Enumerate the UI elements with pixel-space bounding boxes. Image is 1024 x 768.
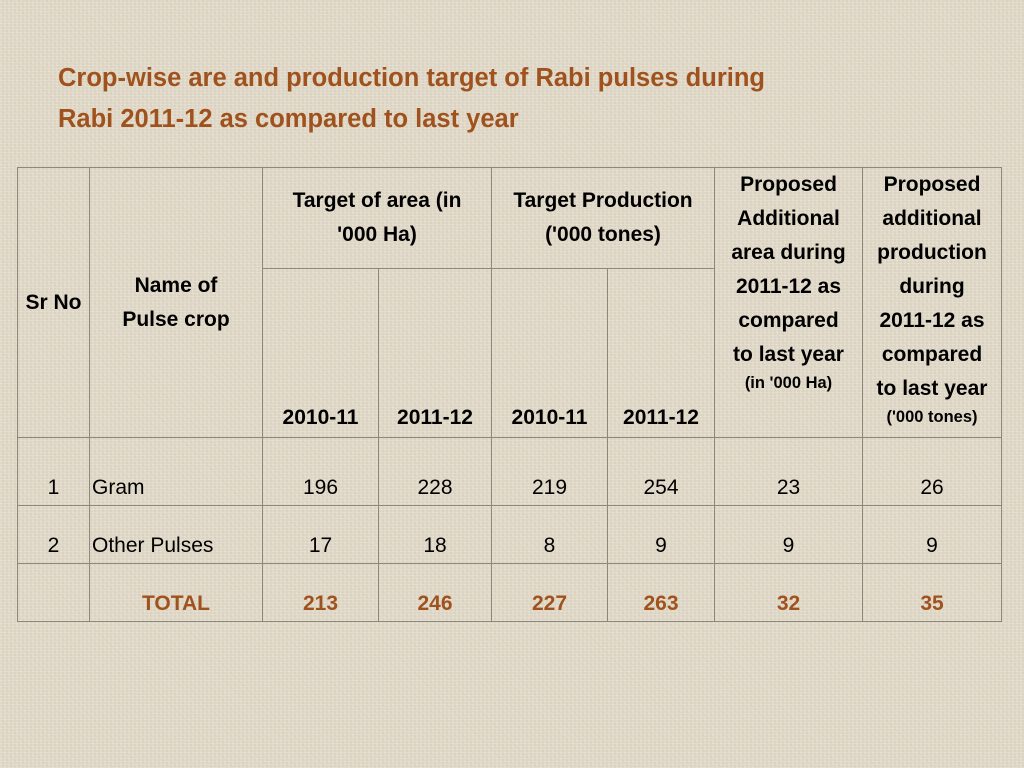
cell-total-production-2011-12: 263 — [607, 563, 715, 622]
header-proposed-additional-area: Proposed Additional area during 2011-12 … — [714, 167, 863, 438]
header-area-2011-12: 2011-12 — [378, 268, 492, 438]
cell-total-area-2011-12: 246 — [378, 563, 492, 622]
table-total-row: TOTAL 213 246 227 263 32 35 — [17, 563, 1002, 622]
table-row: 2 Other Pulses 17 18 8 9 9 9 — [17, 505, 1002, 564]
cell-area-2010-11: 196 — [262, 437, 379, 506]
cell-area-2011-12: 228 — [378, 437, 492, 506]
cell-total-area-2010-11: 213 — [262, 563, 379, 622]
cell-area-2011-12: 18 — [378, 505, 492, 564]
cell-crop-name: Gram — [89, 437, 263, 506]
header-row-groups: Sr No Name of Pulse crop Target of area … — [17, 167, 1002, 438]
header-area-2010-11: 2010-11 — [262, 268, 379, 438]
header-production-2011-12: 2011-12 — [607, 268, 715, 438]
slide-title-line-1: Crop-wise are and production target of R… — [58, 64, 765, 92]
cell-sr-no — [17, 563, 90, 622]
table-row: 1 Gram 196 228 219 254 23 26 — [17, 437, 1002, 506]
cell-additional-area: 9 — [714, 505, 863, 564]
cell-production-2010-11: 8 — [491, 505, 608, 564]
proposed-production-unit: ('000 tones) — [886, 408, 978, 426]
header-target-area: Target of area (in '000 Ha) — [262, 167, 492, 269]
header-sr-no: Sr No — [17, 167, 90, 438]
header-pulse-crop-name: Name of Pulse crop — [89, 167, 263, 438]
cell-total-production-2010-11: 227 — [491, 563, 608, 622]
cell-additional-area: 23 — [714, 437, 863, 506]
cell-total-additional-production: 35 — [862, 563, 1002, 622]
pulses-target-table: Sr No Name of Pulse crop Target of area … — [17, 167, 1002, 622]
cell-additional-production: 26 — [862, 437, 1002, 506]
header-proposed-additional-production: Proposed additional production during 20… — [862, 167, 1002, 438]
cell-sr-no: 1 — [17, 437, 90, 506]
cell-area-2010-11: 17 — [262, 505, 379, 564]
header-production-2010-11: 2010-11 — [491, 268, 608, 438]
header-target-production: Target Production ('000 tones) — [491, 167, 715, 269]
cell-total-label: TOTAL — [89, 563, 263, 622]
cell-production-2010-11: 219 — [491, 437, 608, 506]
slide-title: Crop-wise are and production target of R… — [58, 58, 958, 140]
cell-sr-no: 2 — [17, 505, 90, 564]
cell-crop-name: Other Pulses — [89, 505, 263, 564]
header-row-years: 2010-11 2011-12 2010-11 2011-12 — [18, 268, 1002, 438]
cell-additional-production: 9 — [862, 505, 1002, 564]
cell-production-2011-12: 9 — [607, 505, 715, 564]
slide-title-line-2: Rabi 2011-12 as compared to last year — [58, 105, 519, 133]
cell-total-additional-area: 32 — [714, 563, 863, 622]
cell-production-2011-12: 254 — [607, 437, 715, 506]
proposed-area-unit: (in '000 Ha) — [744, 374, 833, 392]
